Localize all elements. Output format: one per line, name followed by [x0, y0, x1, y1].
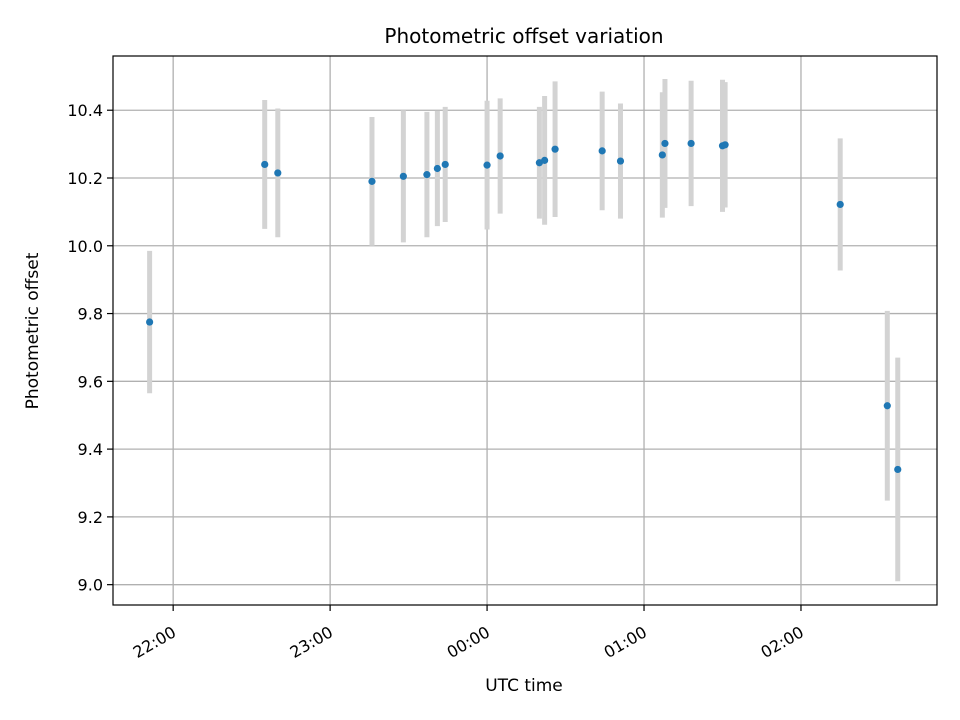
data-point: [687, 139, 695, 148]
data-point: [496, 152, 504, 160]
data-point: [836, 200, 844, 209]
y-tick-label: 9.8: [78, 305, 103, 324]
y-tick-label: 10.2: [67, 169, 103, 188]
data-point: [541, 156, 549, 164]
data-point: [261, 160, 269, 169]
y-tick-label: 9.4: [78, 440, 103, 459]
data-point: [368, 177, 376, 185]
data-point: [721, 141, 729, 149]
data-point: [423, 171, 431, 179]
y-tick-label: 10.4: [67, 101, 103, 120]
plot-area-frame: [112, 55, 938, 606]
x-axis-label: UTC time: [485, 676, 563, 696]
y-tick-label: 9.6: [78, 372, 103, 391]
data-point: [551, 145, 559, 153]
data-point: [146, 318, 154, 326]
grid: [113, 56, 937, 605]
y-tick-label: 9.0: [78, 576, 103, 595]
data-point: [483, 161, 491, 169]
data-points: [146, 139, 902, 474]
data-point: [433, 164, 441, 173]
data-point: [661, 139, 669, 148]
data-point: [894, 465, 902, 474]
data-point: [616, 157, 625, 165]
chart-title: Photometric offset variation: [384, 24, 663, 48]
y-tick-label: 9.2: [78, 508, 103, 527]
data-point: [598, 147, 606, 155]
y-axis-label: Photometric offset: [23, 252, 43, 409]
y-tick-label: 10.0: [67, 237, 103, 256]
data-point: [274, 169, 282, 177]
data-point: [883, 402, 891, 410]
data-point: [658, 151, 666, 159]
data-point: [441, 160, 449, 169]
data-point: [399, 172, 407, 180]
